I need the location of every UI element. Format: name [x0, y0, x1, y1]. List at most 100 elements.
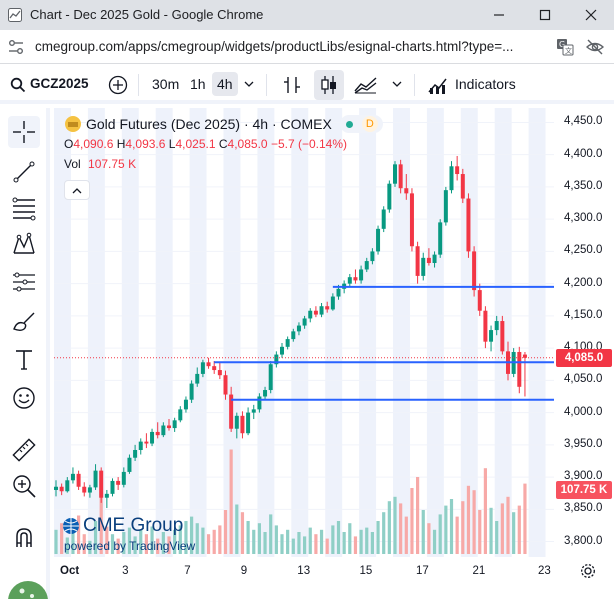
chart-settings-gear-icon[interactable]	[580, 563, 596, 579]
price-tick-label: 4,400.0	[564, 147, 603, 160]
trendline-tool[interactable]	[8, 156, 40, 188]
translate-icon[interactable]: G 文	[556, 38, 574, 56]
candle-body	[116, 480, 121, 485]
session-band	[155, 108, 173, 557]
url-field[interactable]: cmegroup.com/apps/cmegroup/widgets/produ…	[35, 39, 514, 54]
close-button[interactable]	[568, 0, 614, 30]
volume-bar	[495, 521, 499, 554]
fib-lines-icon	[12, 197, 36, 221]
volume-bar	[489, 507, 493, 554]
open-value: 4,090.6	[73, 137, 114, 151]
candlestick-chart[interactable]	[54, 108, 554, 557]
volume-bar	[421, 510, 425, 554]
candle-body	[517, 351, 522, 387]
candle-body	[336, 288, 341, 297]
price-tick-label: 4,000.0	[564, 405, 603, 418]
forecast-tool[interactable]	[8, 266, 40, 298]
price-tick-label: 3,900.0	[564, 470, 603, 483]
volume-bar	[472, 490, 476, 554]
site-settings-icon[interactable]	[8, 39, 24, 55]
brush-tool[interactable]	[8, 306, 40, 338]
interval-30m[interactable]: 30m	[152, 76, 180, 92]
eye-off-icon[interactable]	[586, 38, 604, 56]
candle-body	[291, 331, 296, 340]
candle-body	[133, 449, 138, 458]
volume-bar	[376, 521, 380, 554]
separator	[266, 74, 267, 96]
separator	[414, 74, 415, 96]
pattern-tool[interactable]	[8, 228, 40, 260]
cme-group-logo[interactable]: CME Group	[62, 515, 183, 537]
volume-bar	[325, 538, 329, 554]
time-tick-label: 9	[240, 565, 248, 577]
time-axis[interactable]: Oct 3 7 9 13 15 17 21 23	[54, 557, 614, 587]
session-band	[359, 108, 377, 557]
chevron-down-icon[interactable]	[392, 80, 402, 88]
candle-body	[426, 257, 431, 264]
candle-body	[76, 473, 81, 487]
measure-tool[interactable]	[8, 434, 40, 466]
search-icon[interactable]	[10, 77, 26, 93]
interval-1h[interactable]: 1h	[190, 76, 206, 92]
price-tick-label: 4,250.0	[564, 244, 603, 257]
chart-toolbar: GCZ2025 30m 1h 4h Indic	[0, 66, 614, 104]
volume-bar	[156, 538, 160, 554]
collapse-legend-button[interactable]	[64, 180, 90, 200]
cme-logo-text: CME Group	[83, 515, 184, 536]
crosshair-tool[interactable]	[8, 116, 40, 148]
market-status[interactable]: D	[339, 115, 383, 133]
volume-bar	[161, 532, 165, 554]
compare-add-icon[interactable]	[108, 75, 128, 95]
candle-body	[522, 354, 527, 358]
volume-bar	[483, 468, 487, 554]
candle-body	[376, 228, 381, 252]
price-axis[interactable]: 4,450.0 4,400.0 4,350.0 4,300.0 4,250.0 4,200…	[554, 108, 614, 557]
cookie-settings-button[interactable]	[0, 571, 50, 599]
bar-chart-type-icon[interactable]	[282, 74, 302, 96]
area-chart-type-icon[interactable]	[354, 76, 378, 94]
interval-4h[interactable]: 4h	[212, 72, 238, 96]
candle-body	[189, 383, 194, 400]
symbol-input[interactable]: GCZ2025	[30, 76, 89, 91]
zoom-tool[interactable]	[8, 470, 40, 502]
maximize-button[interactable]	[522, 0, 568, 30]
indicators-icon[interactable]	[428, 75, 448, 95]
volume-bar	[382, 512, 386, 554]
text-tool[interactable]	[8, 344, 40, 376]
magnet-tool[interactable]	[8, 522, 40, 554]
chart-pane[interactable]	[54, 108, 554, 557]
low-value: 4,025.1	[175, 137, 216, 151]
time-tick-label: 23	[538, 565, 551, 577]
volume-bar	[71, 532, 75, 554]
candle-body	[489, 330, 494, 342]
volume-value: 107.75 K	[88, 157, 137, 171]
candle-body	[443, 190, 448, 223]
icons-tool[interactable]	[8, 382, 40, 414]
volume-bar	[229, 449, 233, 554]
fib-retracement-tool[interactable]	[8, 192, 40, 224]
powered-by-tradingview[interactable]: powered by TradingView	[64, 539, 196, 553]
volume-bar	[201, 527, 205, 554]
volume-bar	[365, 527, 369, 554]
volume-bar	[319, 529, 324, 554]
candle-body	[54, 486, 58, 490]
magnet-icon	[16, 528, 32, 547]
candle-body	[393, 164, 397, 184]
volume-bar	[359, 529, 363, 554]
candle-body	[223, 375, 228, 395]
volume-bar	[461, 501, 465, 554]
volume-bar	[122, 532, 126, 554]
volume-bar	[432, 529, 437, 554]
candles-chart-type-button[interactable]	[314, 70, 344, 100]
volume-bar	[116, 538, 120, 554]
brush-icon	[13, 312, 35, 331]
legend-title[interactable]: Gold Futures (Dec 2025) · 4h · COMEX	[86, 116, 332, 132]
indicators-button[interactable]: Indicators	[455, 76, 516, 92]
chart-favicon-icon	[8, 8, 22, 22]
candle-body	[93, 470, 98, 488]
candle-body	[121, 471, 126, 485]
volume-bar	[506, 496, 510, 554]
minimize-button[interactable]	[476, 0, 522, 30]
candle-body	[472, 251, 477, 291]
chevron-down-icon[interactable]	[244, 80, 254, 88]
